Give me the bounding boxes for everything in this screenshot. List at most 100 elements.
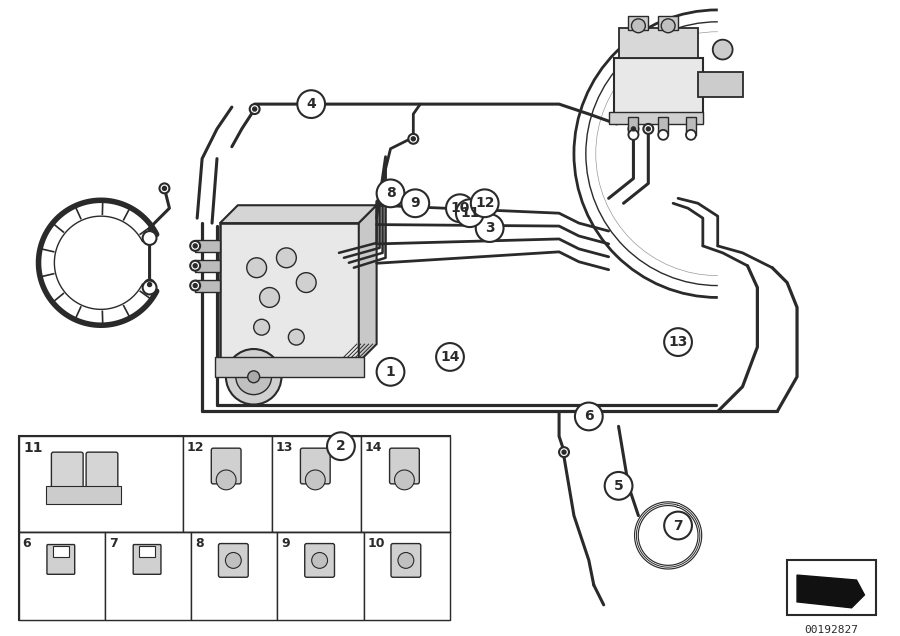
Text: 10: 10 [450, 201, 470, 215]
Text: 9: 9 [410, 197, 420, 211]
Circle shape [190, 241, 200, 251]
FancyBboxPatch shape [51, 452, 83, 494]
Text: 12: 12 [186, 441, 204, 454]
Text: 4: 4 [306, 97, 316, 111]
Circle shape [664, 328, 692, 356]
Circle shape [163, 186, 166, 190]
Bar [19, 436, 183, 532]
Circle shape [559, 447, 569, 457]
Bar [628, 16, 648, 30]
Circle shape [259, 287, 280, 307]
Circle shape [575, 403, 603, 431]
Bar [47, 486, 121, 504]
Circle shape [658, 130, 668, 140]
Circle shape [646, 127, 651, 131]
Circle shape [288, 329, 304, 345]
Bar [364, 532, 450, 619]
Circle shape [236, 359, 272, 394]
Polygon shape [220, 205, 376, 223]
Circle shape [664, 511, 692, 539]
Circle shape [190, 261, 200, 271]
Circle shape [253, 107, 256, 111]
Circle shape [190, 280, 200, 291]
Circle shape [686, 130, 696, 140]
Circle shape [376, 179, 404, 207]
Bar [195, 280, 220, 291]
Text: 5: 5 [614, 479, 624, 493]
Text: 11: 11 [23, 441, 43, 455]
FancyBboxPatch shape [86, 452, 118, 494]
Bar [93, 489, 111, 501]
Text: 2: 2 [336, 439, 346, 453]
Circle shape [713, 39, 733, 60]
Circle shape [401, 190, 429, 217]
Text: 00192827: 00192827 [805, 625, 859, 635]
Circle shape [226, 349, 282, 404]
Circle shape [383, 198, 388, 202]
FancyBboxPatch shape [390, 448, 419, 484]
Bar [191, 532, 277, 619]
Bar [272, 436, 361, 532]
FancyBboxPatch shape [47, 544, 75, 574]
Text: 11: 11 [460, 206, 480, 220]
Polygon shape [797, 575, 865, 608]
Text: 1: 1 [385, 365, 395, 379]
Circle shape [471, 190, 499, 217]
Circle shape [446, 195, 473, 222]
Text: 12: 12 [475, 197, 494, 211]
Circle shape [249, 104, 259, 114]
Text: 3: 3 [485, 221, 494, 235]
Circle shape [398, 553, 414, 569]
Text: 6: 6 [584, 410, 594, 424]
Bar [195, 259, 220, 272]
Circle shape [596, 32, 840, 275]
Bar [686, 117, 696, 135]
FancyBboxPatch shape [391, 544, 420, 577]
Circle shape [145, 280, 155, 289]
Text: 13: 13 [669, 335, 688, 349]
Circle shape [276, 248, 296, 268]
Circle shape [194, 244, 197, 248]
Bar [658, 117, 668, 135]
Bar [58, 489, 76, 501]
Text: 8: 8 [195, 537, 203, 550]
Circle shape [194, 264, 197, 268]
Circle shape [225, 553, 241, 569]
Bar [614, 57, 703, 122]
FancyBboxPatch shape [133, 544, 161, 574]
Circle shape [628, 130, 638, 140]
Text: 10: 10 [368, 537, 385, 550]
Circle shape [142, 280, 157, 294]
Circle shape [247, 258, 266, 278]
Text: 14: 14 [440, 350, 460, 364]
Text: 13: 13 [275, 441, 293, 454]
Bar [788, 560, 877, 615]
Circle shape [586, 22, 850, 286]
Circle shape [216, 470, 236, 490]
Bar [220, 223, 359, 362]
Circle shape [632, 19, 645, 32]
Text: 7: 7 [673, 518, 683, 532]
Bar [618, 28, 698, 57]
Circle shape [296, 273, 316, 293]
Circle shape [574, 10, 861, 298]
Circle shape [254, 319, 269, 335]
Circle shape [411, 137, 415, 141]
Bar [19, 532, 105, 619]
Text: 7: 7 [109, 537, 118, 550]
Circle shape [562, 450, 566, 454]
Bar [53, 546, 68, 557]
Bar [361, 436, 450, 532]
FancyBboxPatch shape [212, 448, 241, 484]
FancyBboxPatch shape [305, 544, 335, 577]
Polygon shape [359, 205, 376, 362]
Circle shape [456, 199, 483, 227]
Bar [717, 0, 900, 636]
Circle shape [605, 472, 633, 500]
Circle shape [409, 134, 419, 144]
Circle shape [628, 124, 638, 134]
Circle shape [297, 90, 325, 118]
Circle shape [476, 214, 503, 242]
Bar [140, 546, 155, 557]
Bar [19, 436, 450, 619]
